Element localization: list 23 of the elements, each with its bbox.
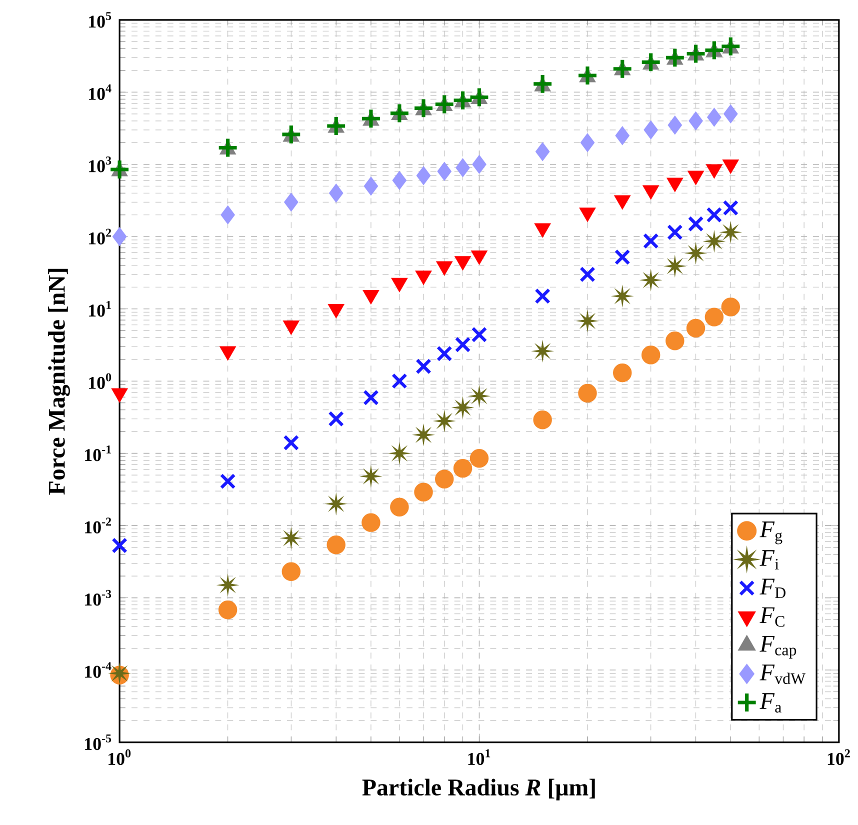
y-tick-label: 10$^{3}$ bbox=[89, 156, 112, 172]
y-tick-label: 10$^{4}$ bbox=[89, 84, 112, 100]
legend-label: F$_{i}$ bbox=[760, 550, 779, 570]
y-tick-label: 10$^{-3}$ bbox=[85, 590, 112, 606]
x-tick-label: 10$^{1}$ bbox=[468, 749, 490, 766]
y-axis-title: Force Magnitude [nN] bbox=[48, 268, 70, 495]
y-tick-label: 10$^{0}$ bbox=[89, 373, 112, 389]
legend-label: F$_{cap}$ bbox=[760, 636, 796, 659]
y-tick-label: 10$^{-4}$ bbox=[85, 662, 112, 678]
y-tick-label: 10$^{-5}$ bbox=[85, 734, 112, 750]
y-tick-label: 10$^{5}$ bbox=[89, 12, 112, 28]
y-tick-label: 10$^{-1}$ bbox=[85, 445, 111, 462]
legend-label: F$_{C}$ bbox=[760, 607, 784, 627]
x-tick-label: 10$^{0}$ bbox=[108, 749, 131, 766]
legend-label: F$_{D}$ bbox=[760, 578, 786, 598]
y-tick-label: 10$^{2}$ bbox=[89, 228, 112, 245]
legend-label: F$_{a}$ bbox=[760, 693, 782, 713]
legend-label: F$_{g}$ bbox=[760, 522, 782, 544]
y-tick-label: 10$^{1}$ bbox=[89, 301, 111, 317]
x-axis-title: Particle Radius R [μm] bbox=[362, 778, 595, 800]
y-tick-label: 10$^{-2}$ bbox=[85, 518, 112, 534]
x-tick-label: 10$^{2}$ bbox=[828, 749, 850, 766]
legend-label: F$_{vdW}$ bbox=[760, 664, 806, 684]
